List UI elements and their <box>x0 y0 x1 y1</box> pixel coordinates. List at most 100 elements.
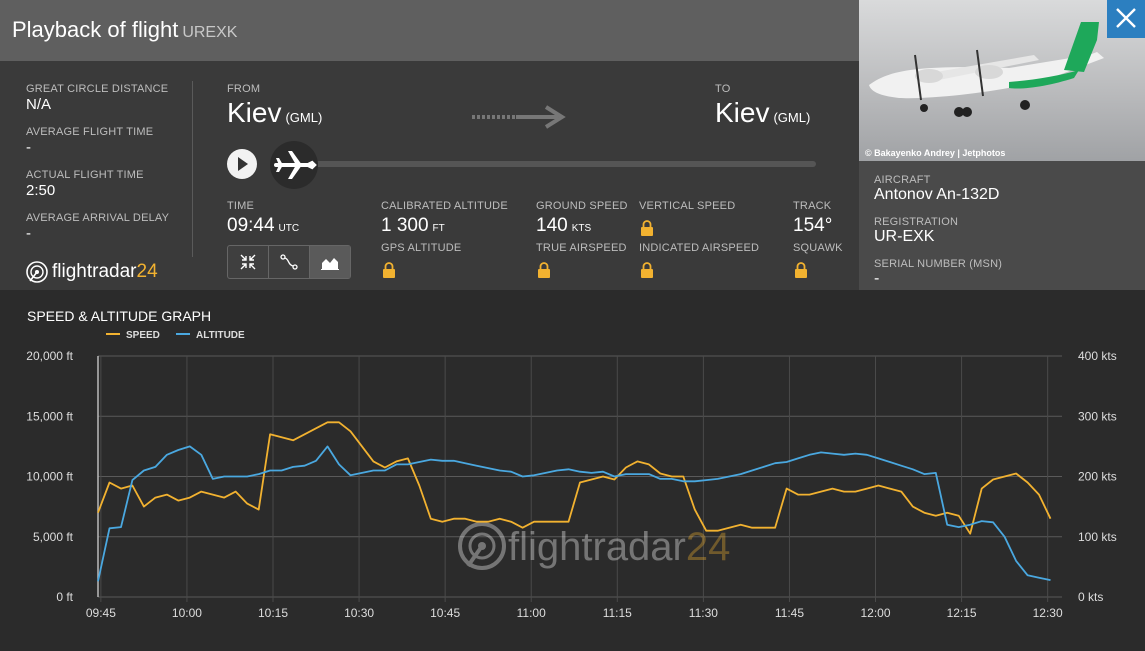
compress-icon <box>240 254 256 270</box>
graph-title: SPEED & ALTITUDE GRAPH <box>27 308 212 324</box>
flightradar24-logo[interactable]: flightradar24 <box>26 259 158 285</box>
watermark-number: 24 <box>686 525 731 569</box>
avg-arrival-delay-label: AVERAGE ARRIVAL DELAY <box>26 212 170 224</box>
ground-speed-label: GROUND SPEED <box>536 200 628 212</box>
y-left-tick-label: 5,000 ft <box>33 530 74 544</box>
track-label: TRACK <box>793 200 832 212</box>
lock-icon <box>383 262 395 278</box>
page-title: Playback of flight UREXK <box>12 17 237 43</box>
destination-airport: Kiev (GML) <box>715 97 810 129</box>
graph-view-button[interactable] <box>310 246 350 278</box>
actual-flight-time-value: 2:50 <box>26 182 56 199</box>
aircraft-label: AIRCRAFT <box>874 174 931 186</box>
aircraft-details: AIRCRAFT Antonov An-132D REGISTRATION UR… <box>859 161 1145 290</box>
view-toggle-group <box>227 245 351 279</box>
destination-city: Kiev <box>715 97 770 128</box>
y-right-tick-label: 400 kts <box>1078 349 1117 363</box>
speed-altitude-graph: SPEED & ALTITUDE GRAPH flightradar24 SPE… <box>0 290 1145 651</box>
actual-flight-time-label: ACTUAL FLIGHT TIME <box>26 169 144 181</box>
logo-main: flightradar <box>52 261 137 282</box>
x-tick-label: 10:45 <box>430 606 460 620</box>
registration-value: UR-EXK <box>874 228 935 245</box>
flight-info-panel: GREAT CIRCLE DISTANCE N/A AVERAGE FLIGHT… <box>0 61 859 290</box>
origin-airport: Kiev (GML) <box>227 97 322 129</box>
gcd-label: GREAT CIRCLE DISTANCE <box>26 83 169 95</box>
avg-flight-time-value: - <box>26 139 31 156</box>
x-tick-label: 12:00 <box>860 606 890 620</box>
chart-axes: 0 ft 5,000 ft 10,000 ft 15,000 ft 20,000 ft 0… <box>26 349 1116 620</box>
lock-icon <box>641 220 653 236</box>
aircraft-image <box>869 22 1104 117</box>
gcd-value: N/A <box>26 96 52 113</box>
playback-slider-handle[interactable] <box>270 141 318 189</box>
title-text: Playback of flight <box>12 17 179 42</box>
chart-svg[interactable]: flightradar24 SPEED ALTITUDE 0 ft 5,000 ft… <box>0 290 1145 651</box>
lock-icon <box>641 262 653 278</box>
legend-label-speed: SPEED <box>126 330 160 341</box>
true-airspeed-label: TRUE AIRSPEED <box>536 242 627 254</box>
watermark: flightradar24 <box>458 522 730 570</box>
y-right-tick-label: 100 kts <box>1078 530 1117 544</box>
y-left-tick-label: 20,000 ft <box>26 349 73 363</box>
chart-legend: SPEED ALTITUDE <box>106 330 245 341</box>
track-value: 154° <box>793 215 833 236</box>
watermark-main: flightradar <box>508 525 686 569</box>
x-tick-label: 11:15 <box>603 606 632 620</box>
x-tick-label: 10:00 <box>172 606 202 620</box>
time-value: 09:44 UTC <box>227 215 299 237</box>
route-view-button[interactable] <box>269 246 310 278</box>
calibrated-altitude-unit: FT <box>432 223 445 234</box>
ground-speed-value: 140 KTS <box>536 215 591 237</box>
panel-divider <box>192 81 193 257</box>
radar-icon <box>26 261 48 283</box>
x-tick-label: 10:15 <box>258 606 288 620</box>
play-button[interactable] <box>227 149 257 179</box>
x-tick-label: 11:30 <box>689 606 718 620</box>
x-tick-label: 12:15 <box>947 606 977 620</box>
playback-slider[interactable] <box>296 161 816 167</box>
logo-text: flightradar24 <box>52 261 158 283</box>
y-left-tick-label: 0 ft <box>56 590 73 604</box>
legend-label-altitude: ALTITUDE <box>196 330 245 341</box>
aircraft-value: Antonov An-132D <box>874 186 1000 203</box>
fit-view-button[interactable] <box>228 246 269 278</box>
origin-city: Kiev <box>227 97 282 128</box>
to-label: TO <box>715 83 731 95</box>
watermark-text: flightradar24 <box>508 525 730 569</box>
lock-icon <box>795 262 807 278</box>
time-unit: UTC <box>278 223 300 234</box>
y-left-tick-label: 15,000 ft <box>26 409 73 423</box>
time-text: 09:44 <box>227 215 275 236</box>
y-right-tick-label: 200 kts <box>1078 470 1117 484</box>
series-line-altitude <box>97 445 1051 582</box>
chart-series <box>97 421 1052 582</box>
squawk-label: SQUAWK <box>793 242 843 254</box>
ground-speed-unit: KTS <box>571 223 592 234</box>
time-label: TIME <box>227 200 255 212</box>
gps-altitude-label: GPS ALTITUDE <box>381 242 462 254</box>
y-right-tick-label: 0 kts <box>1078 590 1103 604</box>
close-button[interactable] <box>1107 0 1145 38</box>
aircraft-photo[interactable]: © Bakayenko Andrey | Jetphotos <box>859 0 1145 161</box>
avg-flight-time-label: AVERAGE FLIGHT TIME <box>26 126 154 138</box>
series-line-speed <box>97 421 1052 535</box>
msn-value: - <box>874 270 880 287</box>
avg-arrival-delay-value: - <box>26 225 31 242</box>
route-icon <box>280 254 298 270</box>
calibrated-altitude-value: 1 300 FT <box>381 215 445 237</box>
x-tick-label: 10:30 <box>344 606 374 620</box>
x-tick-label: 09:45 <box>86 606 116 620</box>
photo-credit[interactable]: © Bakayenko Andrey | Jetphotos <box>865 148 1006 158</box>
header-bar: Playback of flight UREXK <box>0 0 859 61</box>
close-icon <box>1116 8 1136 28</box>
x-tick-label: 12:30 <box>1033 606 1063 620</box>
x-tick-label: 11:00 <box>517 606 546 620</box>
calibrated-altitude-label: CALIBRATED ALTITUDE <box>381 200 508 212</box>
area-chart-icon <box>321 258 339 270</box>
msn-label: SERIAL NUMBER (MSN) <box>874 258 1003 270</box>
from-label: FROM <box>227 83 261 95</box>
vertical-speed-label: VERTICAL SPEED <box>639 200 736 212</box>
chart-grid <box>97 355 1062 602</box>
indicated-airspeed-label: INDICATED AIRSPEED <box>639 242 760 254</box>
